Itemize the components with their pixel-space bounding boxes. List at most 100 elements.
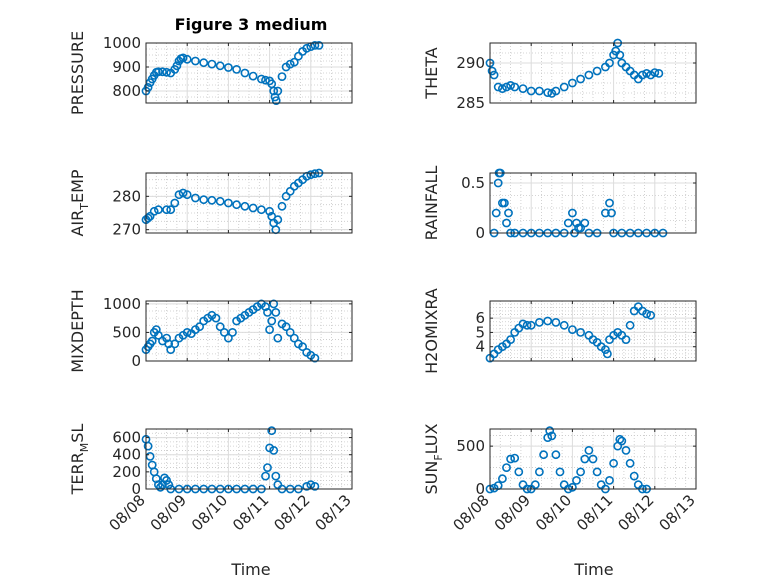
data-point (522, 320, 532, 330)
data-point (289, 333, 299, 343)
data-point (497, 474, 507, 484)
x-axis-label-right: Time (573, 560, 613, 579)
x-tick-label: 08/09 (491, 491, 534, 534)
figure-title: Figure 3 medium (175, 15, 328, 34)
x-tick-label: 08/12 (270, 491, 313, 534)
data-point (182, 327, 192, 337)
subplot-3: 270 280 AIRTEMP (68, 168, 353, 239)
axes-frame (489, 428, 697, 490)
data-point (568, 325, 577, 334)
data-point (572, 475, 581, 485)
data-point (281, 322, 291, 332)
data-point (164, 480, 174, 490)
data-point (493, 178, 503, 188)
data-point (568, 208, 577, 218)
data-point (621, 335, 631, 344)
data-point (199, 58, 209, 68)
y-tick-label: 800 (112, 82, 141, 100)
y-tick-label: 0 (131, 480, 141, 498)
y-axis-label-part: TERR (68, 452, 87, 495)
data-point (207, 59, 217, 69)
y-axis-label-part: SUN (422, 461, 441, 495)
data-point (592, 66, 602, 76)
data-point (607, 208, 616, 218)
axes-frame (145, 172, 353, 234)
data-point (269, 86, 279, 96)
data-point (499, 198, 509, 208)
subplot-5: 0 500 1000 MIXDEPTH (68, 289, 353, 373)
data-point (306, 170, 316, 180)
data-point (240, 201, 250, 211)
data-point (219, 327, 229, 337)
data-point (232, 200, 241, 210)
data-point (174, 190, 184, 200)
data-point (615, 50, 625, 60)
data-point (178, 53, 188, 63)
data-point (605, 475, 614, 485)
data-point (207, 195, 217, 205)
data-point (215, 61, 225, 71)
y-axis-label-subscript: M (78, 443, 91, 453)
data-point (555, 467, 565, 477)
data-point (547, 431, 557, 441)
data-point (502, 82, 511, 92)
data-point (143, 213, 153, 223)
data-point (584, 445, 594, 455)
data-point (232, 65, 241, 74)
y-tick-label: 900 (112, 58, 141, 76)
y-tick-label: 0.5 (461, 174, 485, 192)
y-tick-label: 600 (112, 429, 141, 447)
data-point (261, 471, 270, 481)
data-point (526, 320, 536, 330)
data-point (551, 450, 561, 460)
data-point (506, 81, 515, 90)
data-point (273, 215, 283, 225)
data-point (240, 68, 250, 78)
data-point (153, 67, 163, 77)
data-point (182, 190, 192, 200)
data-point (223, 333, 233, 343)
data-point (248, 203, 258, 213)
y-axis-label-part: LUX (422, 423, 441, 454)
data-point (199, 195, 209, 205)
y-axis-label-subscript: T (78, 203, 91, 211)
data-point (543, 88, 553, 97)
subplot-4: 0 0.5 RAINFALL (422, 166, 697, 242)
data-point (621, 445, 631, 455)
y-tick-label: 500 (456, 437, 485, 455)
data-point (605, 198, 614, 208)
y-tick-label: 5 (475, 323, 485, 341)
data-point (535, 317, 544, 327)
data-point (539, 450, 548, 460)
data-point (143, 441, 153, 451)
data-point (215, 322, 225, 332)
data-point (160, 473, 169, 483)
data-point (166, 205, 176, 215)
axes-frame (489, 172, 697, 234)
axes-frame (145, 42, 353, 104)
data-point (545, 426, 555, 436)
data-point (273, 333, 283, 343)
data-point (256, 74, 266, 84)
data-point (518, 319, 528, 329)
data-point (265, 206, 274, 216)
data-point (576, 223, 585, 233)
data-point (162, 67, 171, 77)
data-point (543, 316, 553, 326)
data-point (617, 436, 627, 446)
subplot-7: 0200400600TERRMSL08/0808/0908/1008/1108/… (68, 424, 355, 535)
y-tick-label: 6 (475, 309, 485, 327)
y-axis-label: PRESSURE (68, 31, 87, 115)
data-point (223, 198, 233, 208)
y-axis-label: TERRMSL (68, 424, 91, 496)
y-tick-label: 1000 (103, 295, 141, 313)
data-point (576, 467, 585, 477)
data-point (642, 69, 651, 78)
data-point (638, 70, 647, 80)
data-point (172, 61, 182, 71)
data-point (642, 309, 651, 319)
data-point (615, 434, 625, 444)
data-point (273, 86, 283, 96)
y-tick-label: 0 (475, 224, 485, 242)
data-point (289, 57, 299, 67)
